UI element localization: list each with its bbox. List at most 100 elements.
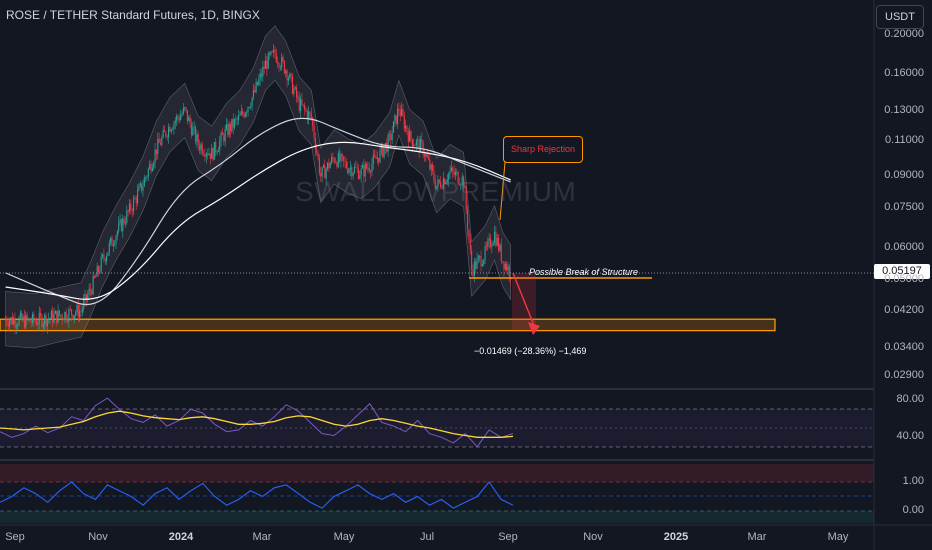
candle-body [41,315,43,328]
candle-body [128,203,131,212]
candle-body [79,310,81,318]
candle-body [507,266,509,271]
candle-body [277,62,279,64]
candle-body [264,60,267,69]
candle-body [163,130,166,132]
price-tick-label: 0.11000 [885,133,924,146]
candle-body [269,53,271,55]
candle-body [305,109,307,111]
candle-body [139,183,141,187]
demand-zone[interactable] [0,318,776,332]
candle-body [196,134,198,142]
price-tick-label: 0.03400 [884,340,924,353]
candle-body [275,54,277,63]
candle-body [203,153,205,155]
time-tick-label: Sep [498,531,518,543]
candle-body [142,186,144,191]
candle-body [295,87,298,98]
measure-label[interactable]: −0.01469 (−28.36%) −1,469 [474,346,587,356]
candle-body [227,123,229,136]
candle-body [472,269,474,276]
moving-averages[interactable] [5,117,511,306]
candle-body [432,164,434,171]
candle-body [414,144,416,146]
candle-body [379,149,381,163]
candle-body [31,314,34,323]
candle-body [251,97,253,107]
candle-body [487,241,489,247]
candles[interactable] [5,44,512,335]
candle-body [198,145,201,151]
candle-body [118,222,120,232]
candle-body [244,113,246,117]
rsi-pane[interactable] [0,397,514,448]
candle-body [298,96,300,111]
projection-arrowhead [528,322,540,335]
currency-button[interactable]: USDT [876,5,924,29]
candle-body [106,255,108,262]
candle-body [266,60,268,69]
osc-tick-label: 1.00 [902,475,924,487]
candle-body [236,118,238,120]
candle-body [66,320,69,322]
candle-body [283,60,285,74]
candle-body [263,66,265,69]
candle-body [320,173,322,177]
candle-body [95,276,97,278]
candle-body [418,139,420,152]
symbol-title[interactable]: ROSE / TETHER Standard Futures, 1D, BING… [6,8,260,22]
candle-body [366,163,368,169]
candle-body [176,116,178,121]
candle-body [291,75,294,94]
candle-body [479,256,481,257]
candle-body [460,184,462,186]
current-price-tag: 0.05197 [874,264,930,279]
candle-body [172,128,174,130]
candle-body [150,163,152,172]
candle-body [417,139,419,141]
break-of-structure-label[interactable]: Possible Break of Structure [529,267,639,277]
candle-body [339,152,341,162]
time-tick-label: Sep [5,531,25,543]
candle-body [239,115,241,116]
sharp-rejection-note[interactable]: Sharp Rejection [503,136,583,163]
candle-body [260,73,263,77]
rsi-tick-label: 80.00 [896,393,924,405]
osc-tick-label: 0.00 [902,504,924,516]
candle-body [437,179,439,187]
time-tick-label: Nov [88,531,108,543]
candle-body [375,156,377,159]
candle-body [80,310,82,312]
candle-body [89,288,91,291]
candle-body [34,321,36,323]
candle-body [271,51,273,53]
candle-body [102,254,104,257]
candle-body [229,123,232,132]
candle-body [473,261,475,276]
candle-body [126,210,128,223]
candle-body [204,154,206,157]
candle-body [49,317,51,319]
candle-body [137,190,139,204]
oscillator-pane[interactable] [0,481,514,509]
candle-body [504,263,506,270]
candle-body [194,126,197,142]
candle-body [15,326,17,328]
candle-body [157,138,159,155]
time-tick-label: May [333,531,355,543]
candle-body [60,315,62,316]
candle-body [484,246,486,260]
candle-body [68,309,70,322]
candle-body [324,164,326,179]
candle-body [100,256,102,271]
candle-body [131,210,133,212]
sharp-rejection-pointer [499,161,506,221]
candle-body [345,161,347,168]
candle-body [161,137,163,145]
candle-body [5,319,7,321]
candle-body [293,88,295,94]
candle-body [429,159,431,170]
candle-body [50,310,52,318]
drawings[interactable] [0,161,874,335]
